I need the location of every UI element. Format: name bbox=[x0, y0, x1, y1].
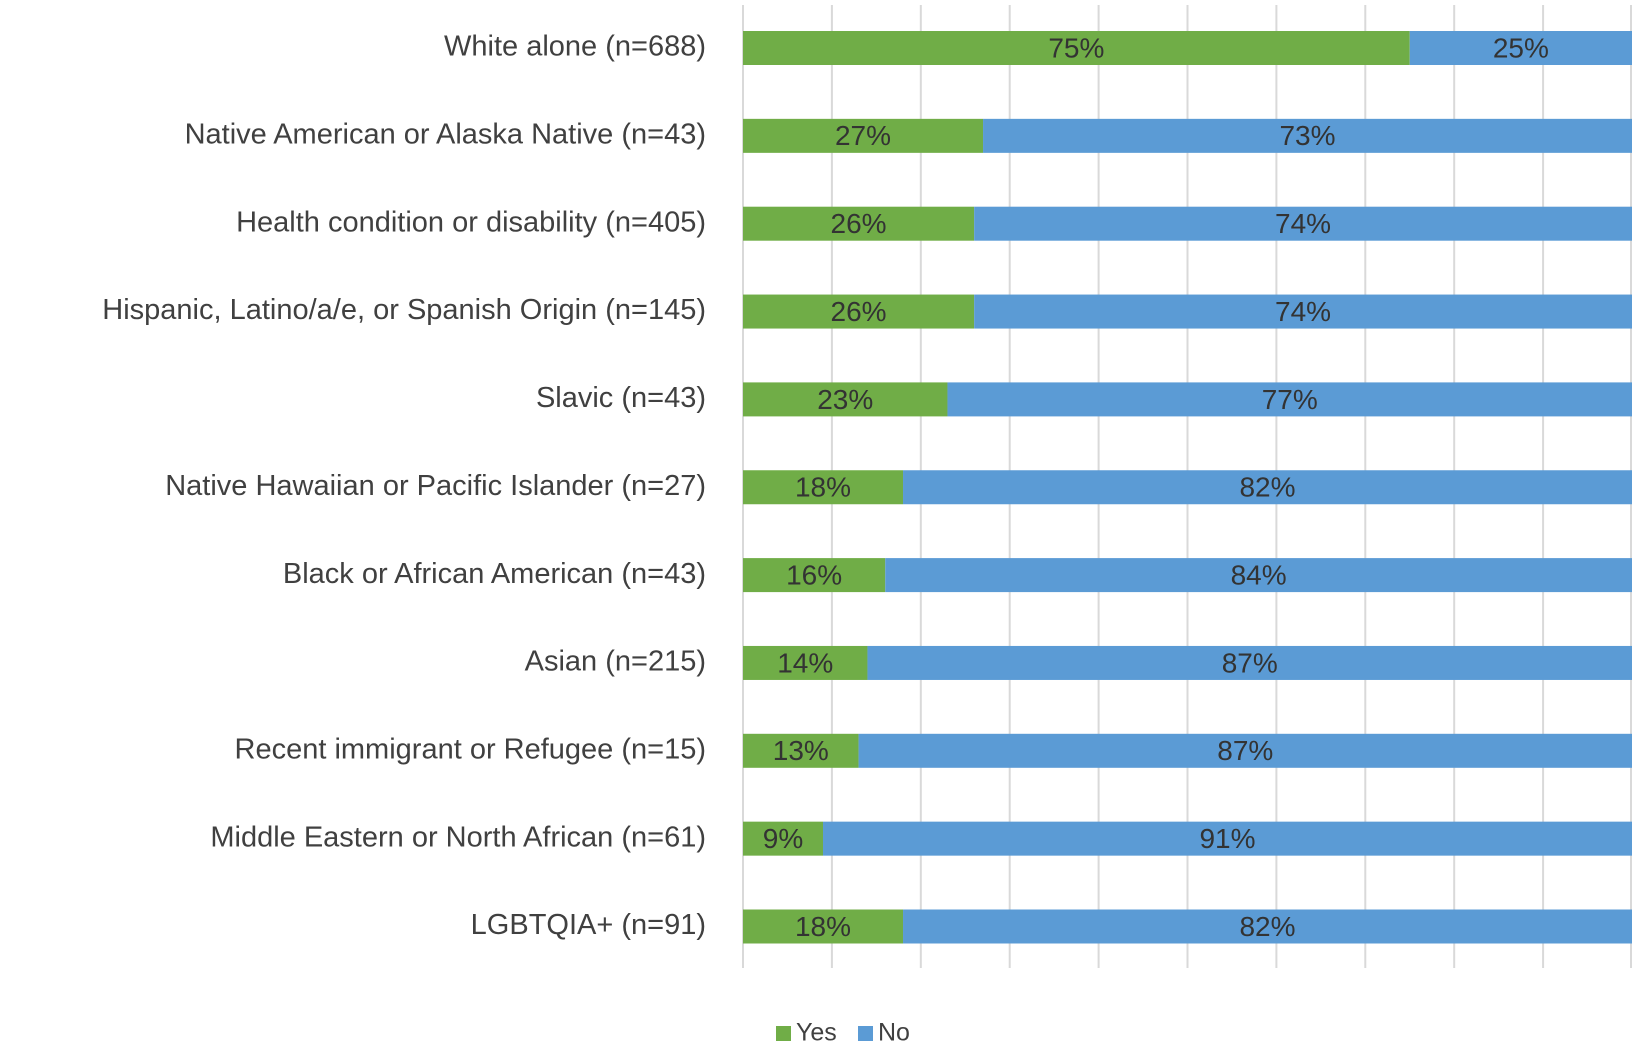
category-label: Middle Eastern or North African (n=61) bbox=[210, 821, 706, 853]
bar-segment bbox=[823, 821, 1632, 856]
bar-segment bbox=[743, 558, 886, 593]
bar-segment bbox=[903, 909, 1632, 944]
value-label: 18% bbox=[795, 911, 851, 942]
value-label: 74% bbox=[1275, 208, 1331, 239]
value-label: 87% bbox=[1222, 647, 1278, 678]
bar-segment bbox=[885, 558, 1632, 593]
value-label: 25% bbox=[1493, 32, 1549, 63]
value-label: 77% bbox=[1262, 384, 1318, 415]
value-label: 74% bbox=[1275, 296, 1331, 327]
category-label: White alone (n=688) bbox=[444, 31, 706, 63]
value-label: 26% bbox=[831, 296, 887, 327]
value-label: 82% bbox=[1239, 911, 1295, 942]
bar-segment bbox=[743, 31, 1410, 65]
bar-segment bbox=[903, 470, 1632, 505]
value-label: 84% bbox=[1231, 559, 1287, 590]
value-label: 75% bbox=[1048, 32, 1104, 63]
value-label: 9% bbox=[763, 823, 803, 854]
bar-segment bbox=[743, 733, 859, 768]
category-label: Native American or Alaska Native (n=43) bbox=[185, 119, 706, 151]
value-label: 73% bbox=[1279, 120, 1335, 151]
bar-segment bbox=[743, 118, 984, 153]
bar-segment bbox=[858, 733, 1632, 768]
value-label: 18% bbox=[795, 472, 851, 503]
bar-segment bbox=[743, 909, 904, 944]
value-label: 26% bbox=[831, 208, 887, 239]
legend-swatch bbox=[776, 1026, 791, 1041]
bar-segment bbox=[743, 821, 824, 856]
value-label: 27% bbox=[835, 120, 891, 151]
bar-segment bbox=[1409, 31, 1632, 65]
category-label: LGBTQIA+ (n=91) bbox=[471, 909, 706, 941]
bar-segment bbox=[743, 206, 975, 241]
category-label: Slavic (n=43) bbox=[536, 382, 706, 414]
bar-segment bbox=[743, 645, 868, 680]
value-label: 82% bbox=[1239, 472, 1295, 503]
category-label: Black or African American (n=43) bbox=[283, 558, 706, 590]
bar-segment bbox=[867, 645, 1632, 680]
value-label: 16% bbox=[786, 559, 842, 590]
category-label: Hispanic, Latino/a/e, or Spanish Origin … bbox=[102, 294, 706, 326]
bar-segment bbox=[983, 118, 1632, 153]
bar-segment bbox=[743, 294, 975, 329]
value-label: 14% bbox=[777, 647, 833, 678]
bar-segment bbox=[947, 382, 1632, 417]
bar-segment bbox=[974, 206, 1632, 241]
bar-segment bbox=[743, 470, 904, 505]
category-label: Asian (n=215) bbox=[525, 646, 706, 678]
legend-label: No bbox=[878, 1019, 910, 1045]
bar-segment bbox=[974, 294, 1632, 329]
category-label: Recent immigrant or Refugee (n=15) bbox=[235, 733, 706, 765]
value-label: 13% bbox=[773, 735, 829, 766]
value-label: 23% bbox=[817, 384, 873, 415]
legend-swatch bbox=[858, 1026, 873, 1041]
legend-label: Yes bbox=[796, 1019, 837, 1045]
value-label: 87% bbox=[1217, 735, 1273, 766]
bar-segment bbox=[743, 382, 948, 417]
value-label: 91% bbox=[1199, 823, 1255, 854]
category-label: Native Hawaiian or Pacific Islander (n=2… bbox=[165, 470, 706, 502]
category-label: Health condition or disability (n=405) bbox=[236, 206, 706, 238]
